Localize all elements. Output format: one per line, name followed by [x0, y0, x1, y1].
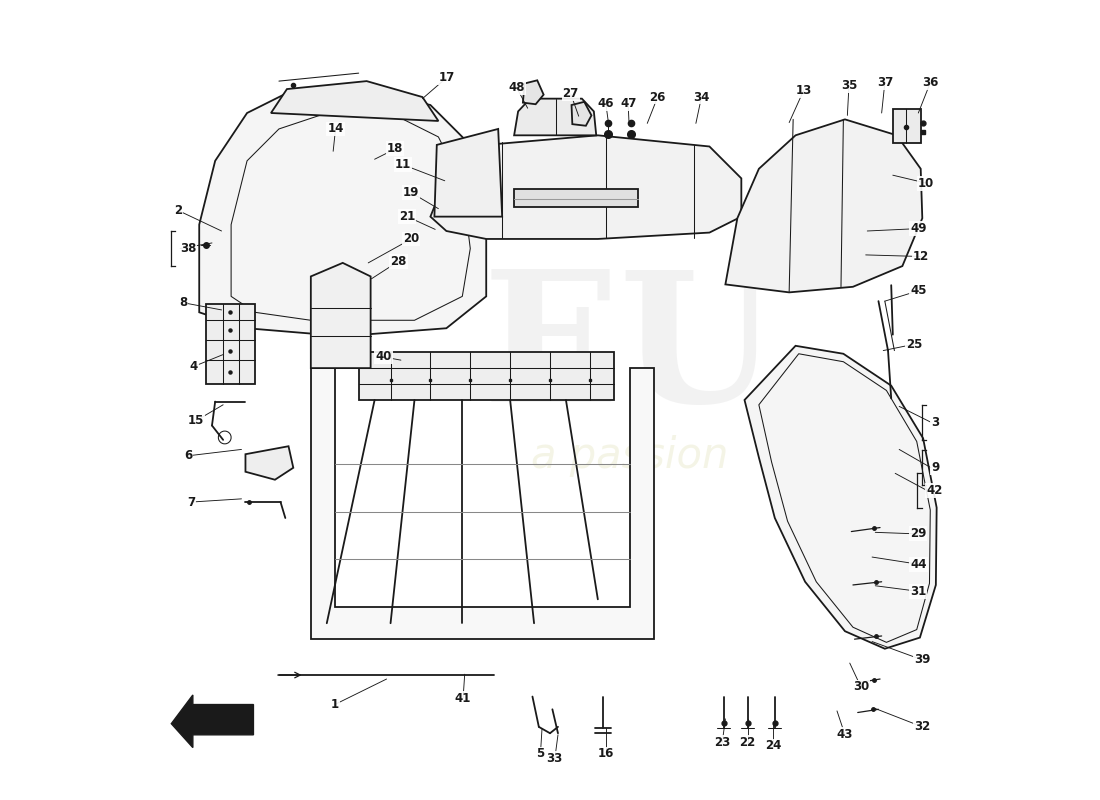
Text: 16: 16: [597, 747, 614, 761]
Polygon shape: [206, 304, 255, 384]
Polygon shape: [725, 119, 922, 292]
Polygon shape: [271, 81, 439, 121]
Text: 22: 22: [739, 736, 756, 750]
Polygon shape: [311, 263, 371, 368]
Text: 43: 43: [837, 728, 854, 742]
Text: 42: 42: [926, 483, 943, 497]
Text: 20: 20: [404, 233, 419, 246]
Text: 5: 5: [537, 747, 544, 761]
Text: 3: 3: [931, 416, 939, 429]
Polygon shape: [199, 89, 486, 336]
Text: 49: 49: [910, 222, 926, 235]
Text: 34: 34: [693, 90, 710, 103]
Text: 31: 31: [910, 585, 926, 598]
Text: 48: 48: [508, 81, 525, 94]
Text: 1: 1: [331, 698, 339, 711]
Text: a passion: a passion: [531, 435, 728, 477]
Text: 15: 15: [188, 414, 205, 427]
Text: 6: 6: [184, 450, 192, 462]
Text: 40: 40: [375, 350, 392, 363]
Text: 32: 32: [914, 720, 931, 734]
Polygon shape: [522, 80, 543, 104]
Polygon shape: [430, 135, 741, 239]
Text: 4: 4: [189, 360, 198, 373]
Text: 14: 14: [328, 122, 343, 135]
Text: 2: 2: [174, 204, 182, 217]
Polygon shape: [245, 446, 294, 480]
Polygon shape: [893, 109, 921, 143]
Text: 39: 39: [914, 654, 931, 666]
Polygon shape: [745, 346, 937, 649]
Text: 47: 47: [620, 97, 636, 110]
Text: 35: 35: [840, 79, 857, 92]
Text: 23: 23: [714, 736, 730, 750]
Text: 24: 24: [764, 739, 781, 753]
Text: 28: 28: [390, 254, 407, 268]
Polygon shape: [172, 695, 253, 747]
Text: 8: 8: [179, 296, 187, 310]
Text: 45: 45: [910, 284, 926, 298]
Polygon shape: [311, 368, 653, 639]
Polygon shape: [359, 352, 614, 400]
Text: 37: 37: [877, 76, 893, 90]
Text: 25: 25: [906, 338, 923, 350]
Text: 11: 11: [395, 158, 411, 171]
Text: 21: 21: [399, 210, 416, 223]
Polygon shape: [514, 189, 638, 207]
Polygon shape: [572, 102, 592, 126]
Text: 33: 33: [547, 752, 563, 766]
Text: 17: 17: [438, 71, 454, 85]
Polygon shape: [514, 98, 596, 135]
Text: EU: EU: [482, 264, 778, 440]
Text: 36: 36: [922, 76, 938, 90]
Text: 38: 38: [180, 242, 197, 255]
Text: 10: 10: [918, 177, 934, 190]
Text: 13: 13: [795, 84, 812, 97]
Polygon shape: [434, 129, 503, 217]
Text: 30: 30: [852, 681, 869, 694]
Text: 7: 7: [187, 495, 196, 509]
Text: 26: 26: [649, 90, 666, 103]
Text: 27: 27: [562, 87, 579, 100]
Text: 9: 9: [931, 462, 939, 474]
Text: 18: 18: [387, 142, 404, 155]
Text: 19: 19: [403, 186, 419, 199]
Text: 46: 46: [597, 97, 614, 110]
Text: 44: 44: [910, 558, 926, 570]
Text: 41: 41: [455, 692, 471, 705]
Text: 12: 12: [913, 250, 928, 263]
Text: 29: 29: [910, 527, 926, 541]
